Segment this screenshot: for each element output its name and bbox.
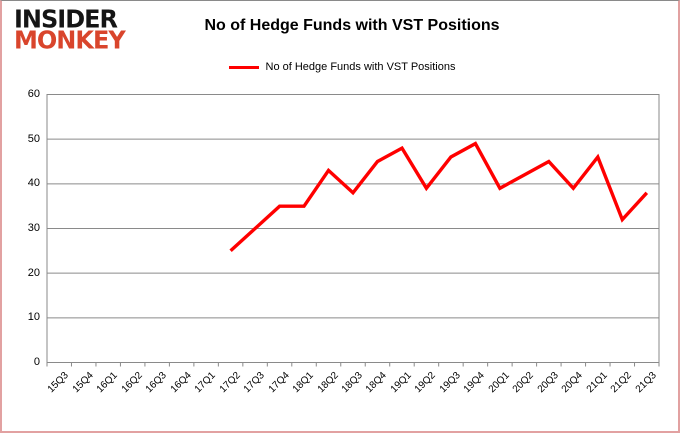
y-axis-tick-label: 0 xyxy=(33,356,40,368)
y-axis-tick-label: 20 xyxy=(27,266,40,279)
legend-line-swatch xyxy=(228,65,259,69)
y-axis-tick-label: 10 xyxy=(27,311,40,324)
chart-legend: No of Hedge Funds with VST Positions xyxy=(2,61,678,73)
y-axis-tick-label: 50 xyxy=(27,132,40,145)
chart-title: No of Hedge Funds with VST Positions xyxy=(204,17,500,34)
y-axis-tick-label: 40 xyxy=(27,177,40,190)
insider-monkey-logo: INSIDER MONKEY xyxy=(14,4,126,55)
legend-label: No of Hedge Funds with VST Positions xyxy=(265,61,456,73)
logo-monkey-text: MONKEY xyxy=(14,25,126,55)
logo-insider-text: INSIDER xyxy=(14,4,118,34)
y-axis-tick-label: 30 xyxy=(27,222,40,234)
y-axis-tick-label: 60 xyxy=(27,88,40,100)
